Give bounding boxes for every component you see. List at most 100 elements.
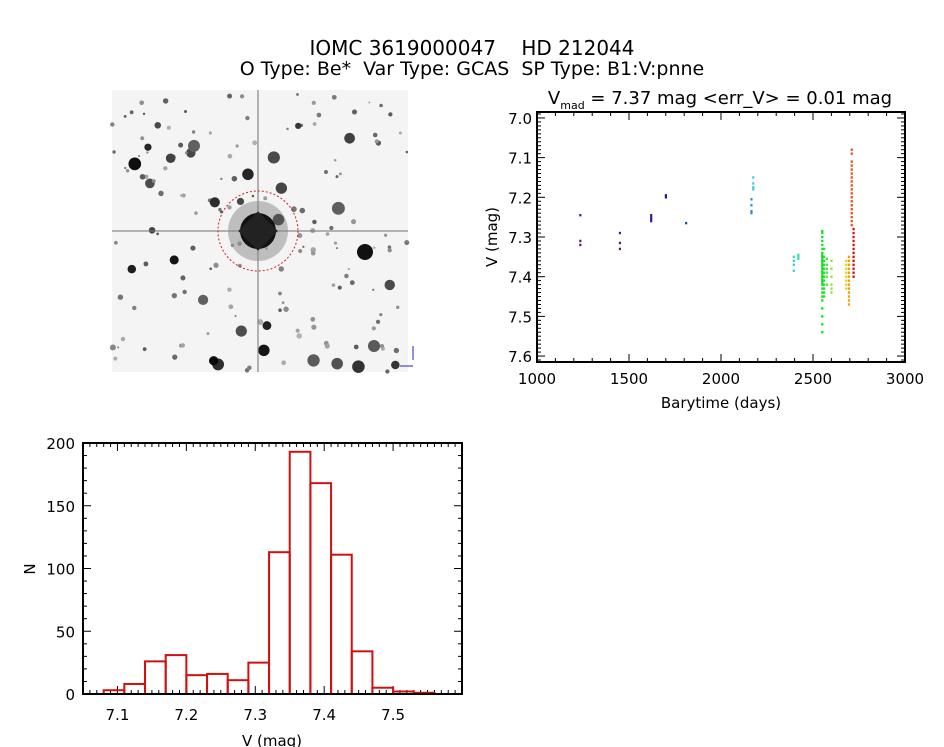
data-point [821,255,824,259]
x-axis-label: V (mag) [242,732,302,747]
field-star [206,332,210,336]
field-star [154,122,162,129]
field-star [236,197,245,205]
field-star [278,266,284,272]
star-types: O Type: Be* Var Type: GCAS SP Type: B1:V… [239,58,705,80]
data-point [823,271,826,274]
field-star [388,112,393,117]
data-point [847,295,851,298]
data-point [845,271,848,274]
aperture-circle [217,190,299,272]
data-point [850,184,853,187]
data-point [852,247,855,251]
data-point [823,295,826,298]
field-star [234,314,237,317]
field-star [235,144,239,148]
data-point [650,219,653,223]
data-point [852,227,855,231]
field-star [379,313,383,317]
data-point [792,255,795,259]
data-point [825,271,828,274]
data-point [821,299,824,302]
data-point [821,323,824,326]
data-point [847,263,851,266]
histogram-bar [185,674,209,695]
data-point [850,204,853,207]
y-tick-label: 7.2 [508,189,532,207]
data-point [823,279,826,282]
y-tick-label: 7.1 [508,150,532,168]
data-point [850,172,853,175]
field-star [347,267,351,271]
field-star [227,287,232,292]
field-star [316,112,322,118]
field-star [325,232,330,236]
field-star [120,336,126,342]
data-point [821,281,824,284]
y-tick-label: 7.6 [508,348,532,366]
data-point [821,247,824,251]
field-star [331,94,337,100]
histogram-bar [144,660,167,695]
data-point [852,259,855,263]
field-star [180,194,184,197]
field-star [383,233,388,237]
field-star [385,369,390,374]
field-star [227,93,233,99]
x-tick-label: 1000 [518,370,556,388]
data-point [650,213,653,217]
field-star [209,267,213,271]
data-point [821,331,824,334]
field-star [302,245,305,248]
data-point [618,247,621,251]
field-star [351,219,357,225]
data-point [847,291,851,294]
field-star [311,324,317,330]
data-point [852,267,855,270]
field-star [231,175,238,182]
data-point [821,253,824,257]
data-point [850,196,853,199]
field-star [117,294,124,300]
y-tick-label: 200 [46,435,75,453]
field-star [144,174,149,179]
field-star [152,179,156,183]
data-point [752,188,755,191]
field-star [333,158,337,162]
data-point [825,257,828,261]
field-star [296,93,299,96]
data-point [825,283,828,286]
data-point [821,267,824,270]
data-point [852,271,855,274]
field-star [140,136,145,141]
x-tick-label: 1500 [610,370,648,388]
field-star [158,190,164,197]
data-point [821,229,824,233]
data-point [823,247,826,251]
data-point [664,196,667,199]
data-point [750,204,753,207]
field-star [191,130,196,134]
data-point [823,291,826,294]
y-axis-label: V (mag) [483,207,501,267]
data-point [821,265,824,268]
data-point [650,217,653,221]
data-point [825,263,828,266]
histogram-bar [226,679,250,696]
x-tick-label: 7.5 [381,706,405,724]
field-star [125,169,130,173]
data-point [752,186,755,189]
target-star-core [238,211,278,251]
field-star [299,207,306,214]
field-star [239,94,245,99]
data-point [852,263,855,266]
data-point [830,259,833,263]
field-star [333,241,338,245]
data-point [821,251,824,255]
data-point [845,259,848,263]
star-title: IOMC 3619000047 HD 212044 [309,36,635,60]
field-star [368,101,371,104]
field-star [171,293,177,299]
